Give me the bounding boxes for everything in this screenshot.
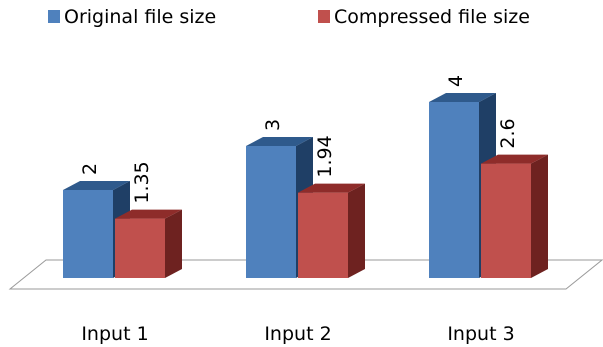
legend-label-1: Original file size: [64, 6, 216, 28]
bar-top: [429, 93, 496, 102]
legend-swatch-2: [318, 10, 330, 23]
bar-2-1: [115, 209, 182, 278]
bar-side: [165, 209, 182, 278]
value-label-2-2: 1.94: [314, 135, 336, 177]
bar-top: [298, 183, 365, 193]
bar-top: [481, 154, 548, 164]
bar-side: [348, 183, 365, 278]
category-label-2: Input 2: [264, 323, 331, 345]
value-label-2-3: 2.6: [497, 118, 519, 148]
bar-side: [531, 154, 548, 278]
bar-front: [429, 102, 479, 278]
bar-2-2: [298, 183, 365, 278]
bar-front: [246, 146, 296, 278]
bar-front: [481, 163, 531, 278]
chart-legend: Original file size Compressed file size: [48, 6, 530, 28]
value-label-2-1: 1.35: [131, 161, 153, 203]
bar-front: [298, 192, 348, 278]
labels-group: 2 1.35 Input 1 3 1.94 Input 2 4 2.6 Input 3: [79, 75, 519, 345]
bar-front: [63, 190, 113, 278]
bars-group: [63, 93, 548, 278]
value-label-1-1: 2: [79, 163, 101, 175]
legend-swatch-1: [48, 10, 60, 23]
value-label-1-2: 3: [262, 119, 284, 131]
category-label-1: Input 1: [81, 323, 148, 345]
category-label-3: Input 3: [447, 323, 514, 345]
bar-top: [246, 137, 313, 146]
bar-front: [115, 218, 165, 278]
legend-label-2: Compressed file size: [334, 6, 530, 28]
bar-top: [63, 181, 130, 190]
bar-top: [115, 209, 182, 219]
bar-2-3: [481, 154, 548, 278]
value-label-1-3: 4: [445, 75, 467, 87]
